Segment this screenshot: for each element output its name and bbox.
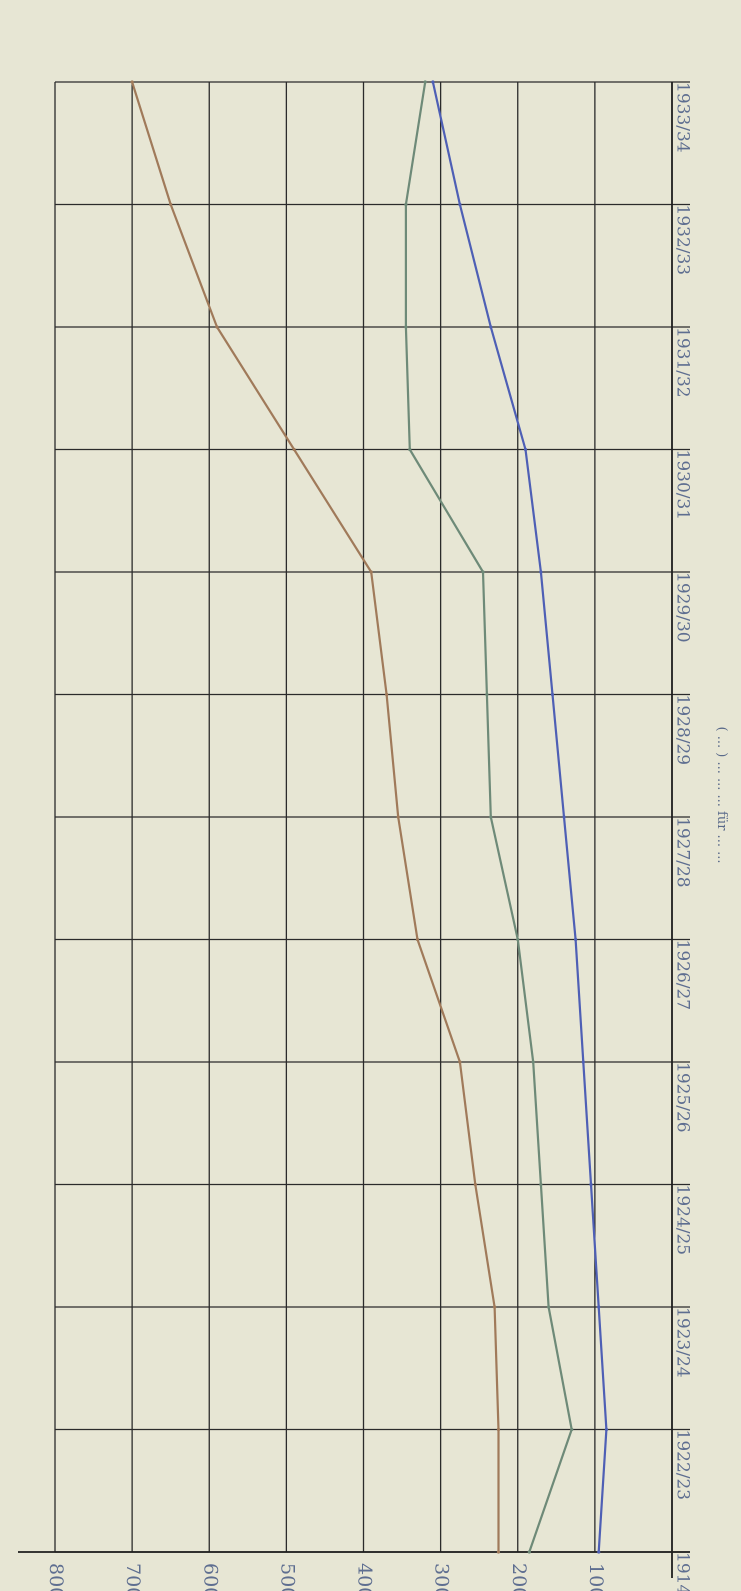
series-1-point xyxy=(496,1550,501,1554)
series-2-point xyxy=(570,1427,574,1432)
series-3-point xyxy=(604,1427,609,1432)
y-axis-ticks: 100 200 300 400 500 600 700 800 xyxy=(45,1563,607,1591)
series-2-point xyxy=(516,937,520,942)
series-2-point xyxy=(539,1182,543,1187)
x-tick-label: 1929/30 xyxy=(673,572,693,643)
series-3-point xyxy=(458,202,462,207)
series-1-point xyxy=(473,1182,477,1187)
y-tick-label: 800 xyxy=(45,1563,67,1591)
series-2-point xyxy=(404,202,408,207)
series-1-point xyxy=(496,1427,501,1432)
series-1-point xyxy=(493,1305,497,1309)
series-3-point xyxy=(562,815,566,819)
series-3-point xyxy=(539,570,543,574)
y-tick-label: 300 xyxy=(431,1563,453,1591)
series-1-point xyxy=(169,202,173,207)
series-3-point xyxy=(581,1060,585,1064)
series-3-point xyxy=(431,80,435,84)
series-3-point xyxy=(597,1550,601,1554)
x-tick-label: 1931/32 xyxy=(673,327,693,398)
series-3-point xyxy=(523,447,528,452)
series-1-point xyxy=(130,80,134,84)
series-2-point xyxy=(404,325,408,329)
x-tick-label: 1930/31 xyxy=(673,450,693,521)
series-2-point xyxy=(408,447,412,452)
x-tick-label: 1924/25 xyxy=(673,1185,693,1256)
series-2-point xyxy=(531,1060,535,1064)
x-tick-label: 1928/29 xyxy=(673,695,693,766)
series-2-point xyxy=(481,570,485,574)
x-axis-ticks: 1914/15 1922/23 1923/24 1924/25 1925/26 1926/… xyxy=(673,82,693,1591)
series-2-point xyxy=(485,692,489,697)
series-2-point xyxy=(547,1305,551,1309)
x-tick-label: 1933/34 xyxy=(673,82,693,153)
y-tick-label: 600 xyxy=(199,1563,221,1591)
series-3-point xyxy=(589,1182,593,1187)
series-1-point xyxy=(215,325,219,329)
series-1-point xyxy=(396,815,400,819)
series-3-point xyxy=(550,692,555,697)
series-3-point xyxy=(573,937,578,942)
series-2-point xyxy=(489,815,493,819)
series-1-point xyxy=(458,1060,462,1064)
series-1-point xyxy=(369,570,373,574)
x-tick-label: 1925/26 xyxy=(673,1062,693,1133)
header-note: ( ... ) ... ... ... für ... ... xyxy=(714,727,729,864)
x-tick-label: 1926/27 xyxy=(673,940,693,1011)
series-3-point xyxy=(489,325,493,329)
y-tick-label: 400 xyxy=(354,1563,376,1591)
series-1-point xyxy=(415,937,420,942)
chart-grid xyxy=(18,81,690,1578)
series-3-point xyxy=(597,1305,601,1309)
y-tick-label: 700 xyxy=(122,1563,144,1591)
series-2-point xyxy=(527,1550,531,1554)
y-tick-label: 500 xyxy=(276,1563,298,1591)
x-tick-label: 1927/28 xyxy=(673,817,693,888)
series-1-point xyxy=(385,692,389,697)
series-2-point xyxy=(423,80,427,84)
x-tick-label: 1932/33 xyxy=(673,205,693,276)
x-tick-label: 1914/15 xyxy=(673,1552,693,1591)
x-tick-label: 1922/23 xyxy=(673,1430,693,1501)
y-tick-label: 200 xyxy=(508,1563,530,1591)
chart-series xyxy=(130,80,609,1554)
series-1-point xyxy=(292,447,296,452)
x-tick-label: 1923/24 xyxy=(673,1307,693,1378)
y-tick-label: 100 xyxy=(585,1563,607,1591)
